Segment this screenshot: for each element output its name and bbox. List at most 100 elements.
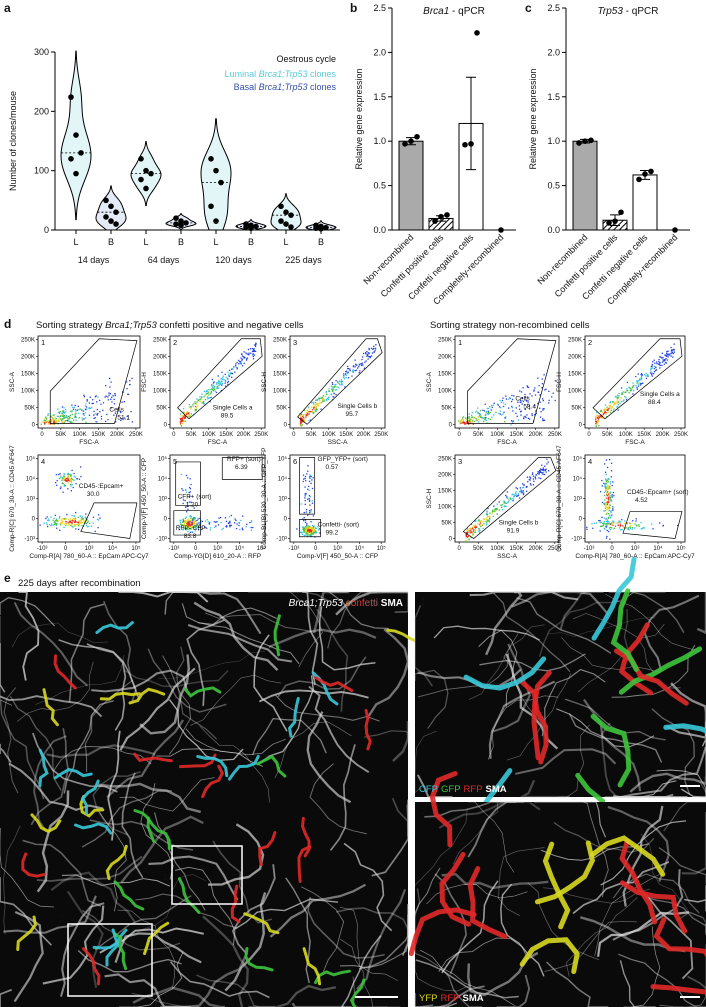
- event-dot: [539, 471, 542, 473]
- event-dot: [603, 463, 606, 465]
- event-dot: [81, 524, 83, 527]
- y-axis-label: SSC-A: [426, 371, 433, 392]
- event-dot: [300, 531, 302, 533]
- event-dot: [78, 523, 80, 525]
- event-dot: [307, 528, 309, 531]
- event-dot: [323, 400, 325, 402]
- event-dot: [616, 522, 619, 524]
- labelled-cells: [302, 947, 322, 986]
- event-dot: [527, 396, 529, 398]
- event-dot: [366, 355, 368, 357]
- event-dot: [240, 363, 242, 365]
- fiber: [99, 811, 127, 912]
- fiber: [63, 700, 114, 794]
- event-dot: [352, 366, 355, 368]
- event-dot: [207, 389, 209, 391]
- event-dot: [209, 529, 212, 531]
- event-dot: [217, 386, 219, 388]
- event-dot: [197, 405, 199, 407]
- event-dot: [505, 398, 508, 400]
- event-dot: [109, 377, 111, 380]
- event-dot: [368, 353, 370, 355]
- event-dot: [519, 487, 522, 489]
- event-dot: [347, 371, 349, 374]
- event-dot: [611, 496, 614, 498]
- event-dot: [187, 521, 189, 523]
- event-dot: [54, 418, 56, 420]
- event-dot: [74, 404, 76, 407]
- y-tick-label: 300: [34, 47, 49, 57]
- event-dot: [241, 358, 243, 360]
- event-dot: [122, 417, 124, 420]
- event-dot: [180, 496, 182, 499]
- event-dot: [506, 502, 508, 504]
- event-dot: [530, 484, 532, 486]
- event-dot: [220, 383, 222, 386]
- fiber: [572, 861, 670, 915]
- y-tick-label: 2.5: [547, 3, 560, 13]
- event-dot: [608, 478, 610, 480]
- fiber: [583, 801, 609, 898]
- event-dot: [208, 394, 210, 396]
- plot-number: 4: [41, 457, 45, 466]
- event-dot: [488, 412, 490, 414]
- event-dot: [86, 408, 88, 410]
- event-dot: [604, 528, 606, 530]
- event-dot: [68, 524, 70, 526]
- x-tick-label: 10⁴: [108, 545, 118, 552]
- event-dot: [303, 519, 305, 522]
- event-dot: [64, 518, 66, 520]
- event-dot: [640, 373, 642, 376]
- event-dot: [605, 408, 607, 410]
- event-dot: [190, 520, 193, 522]
- event-dot: [641, 527, 644, 530]
- event-dot: [321, 398, 323, 400]
- data-point: [672, 227, 678, 233]
- event-dot: [616, 399, 618, 401]
- gate-value: 99.2: [326, 529, 339, 536]
- event-dot: [503, 420, 506, 423]
- event-dot: [608, 503, 611, 506]
- event-dot: [610, 524, 612, 526]
- event-dot: [491, 416, 493, 418]
- labelled-cells: [133, 808, 156, 843]
- event-dot: [243, 356, 245, 358]
- event-dot: [482, 417, 484, 420]
- data-point: [113, 221, 119, 227]
- fiber: [594, 873, 660, 957]
- inset-box: [67, 923, 153, 997]
- event-dot: [97, 526, 99, 529]
- event-dot: [300, 422, 302, 424]
- event-dot: [316, 399, 318, 401]
- event-dot: [473, 529, 475, 531]
- event-dot: [84, 408, 87, 410]
- x-tick-label: 10⁴: [355, 545, 365, 552]
- event-dot: [475, 525, 477, 528]
- event-dot: [601, 501, 604, 504]
- event-dot: [613, 402, 615, 404]
- event-dot: [199, 517, 201, 520]
- labelled-cells: [650, 984, 706, 995]
- y-tick-label: 0.0: [373, 225, 386, 235]
- event-dot: [189, 531, 192, 533]
- event-dot: [61, 482, 64, 484]
- event-dot: [485, 513, 488, 516]
- event-dot: [94, 530, 96, 532]
- event-dot: [609, 522, 612, 525]
- event-dot: [604, 509, 606, 512]
- event-dot: [620, 400, 623, 403]
- y-tick-label: 10⁴: [278, 475, 288, 482]
- event-dot: [108, 394, 110, 396]
- event-dot: [605, 503, 607, 506]
- group-label: 225 days: [285, 255, 322, 265]
- event-dot: [83, 520, 85, 522]
- event-dot: [85, 524, 88, 526]
- event-dot: [639, 384, 642, 386]
- fiber: [154, 812, 206, 911]
- y-tick-label: 50K: [276, 405, 287, 411]
- event-dot: [188, 501, 191, 503]
- event-dot: [203, 390, 205, 392]
- event-dot: [483, 518, 486, 521]
- event-dot: [308, 489, 310, 492]
